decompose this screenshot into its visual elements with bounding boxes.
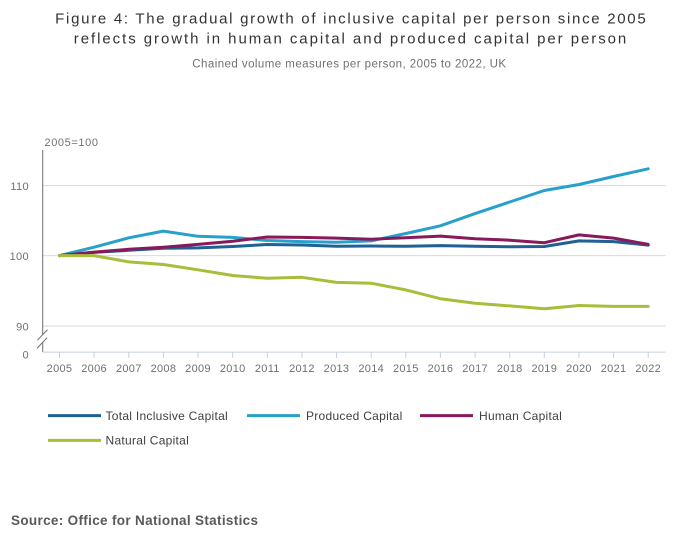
- svg-text:2017: 2017: [462, 363, 488, 375]
- svg-text:reflects growth in human capit: reflects growth in human capital and pro…: [74, 30, 628, 47]
- svg-text:2019: 2019: [531, 363, 557, 375]
- svg-text:2016: 2016: [428, 363, 454, 375]
- svg-text:2010: 2010: [220, 363, 246, 375]
- svg-text:110: 110: [10, 181, 29, 193]
- svg-text:2018: 2018: [497, 363, 523, 375]
- svg-text:2012: 2012: [289, 363, 315, 375]
- svg-text:2011: 2011: [255, 363, 280, 375]
- svg-text:2005: 2005: [47, 363, 73, 375]
- svg-text:100: 100: [10, 251, 29, 263]
- svg-text:2005=100: 2005=100: [45, 137, 99, 149]
- svg-text:Figure 4: The gradual growth o: Figure 4: The gradual growth of inclusiv…: [55, 11, 647, 28]
- svg-text:Human Capital: Human Capital: [479, 409, 562, 423]
- svg-text:2022: 2022: [635, 363, 661, 375]
- svg-text:90: 90: [16, 322, 29, 334]
- svg-text:2008: 2008: [151, 363, 177, 375]
- svg-text:2014: 2014: [358, 363, 384, 375]
- svg-text:Natural Capital: Natural Capital: [106, 434, 190, 448]
- svg-text:Total Inclusive Capital: Total Inclusive Capital: [106, 409, 229, 423]
- svg-text:2006: 2006: [81, 363, 107, 375]
- svg-text:Produced Capital: Produced Capital: [306, 409, 403, 423]
- svg-text:2009: 2009: [185, 363, 211, 375]
- svg-text:2020: 2020: [566, 363, 592, 375]
- svg-text:2013: 2013: [324, 363, 350, 375]
- svg-text:2015: 2015: [393, 363, 419, 375]
- svg-text:0: 0: [23, 349, 29, 361]
- svg-text:2007: 2007: [116, 363, 142, 375]
- svg-text:Chained volume measures per pe: Chained volume measures per person, 2005…: [192, 59, 506, 71]
- svg-text:2021: 2021: [601, 363, 627, 375]
- svg-text:Source: Office for National St: Source: Office for National Statistics: [11, 513, 258, 528]
